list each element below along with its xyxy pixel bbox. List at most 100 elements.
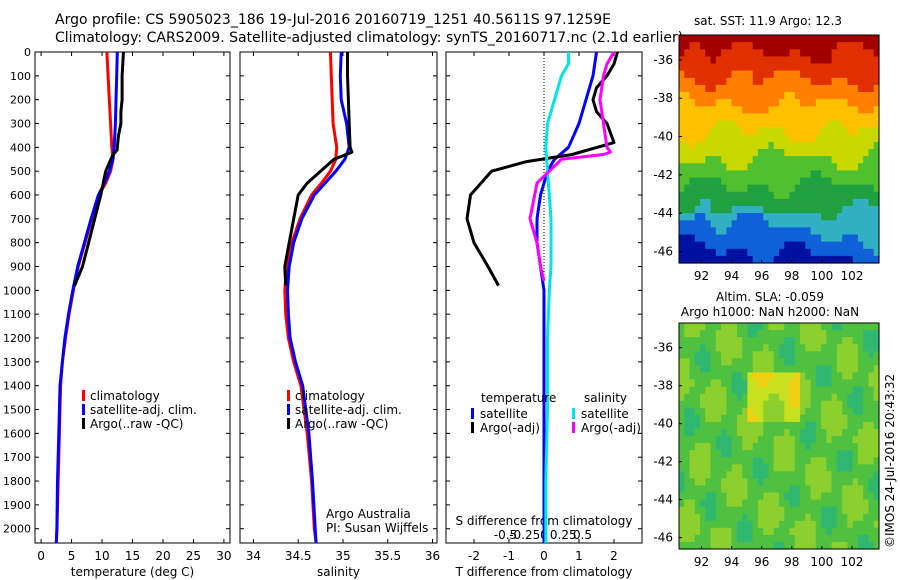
heatmap-cell	[731, 379, 738, 388]
heatmap-cell	[836, 220, 843, 228]
heatmap-cell	[710, 63, 717, 72]
heatmap-cell	[868, 99, 875, 107]
heatmap-cell	[842, 379, 849, 388]
heatmap-cell	[789, 393, 796, 402]
heatmap-cell	[873, 351, 880, 359]
heatmap-cell	[752, 513, 759, 522]
heatmap-cell	[747, 120, 754, 129]
heatmap-cell	[731, 351, 738, 359]
heatmap-cell	[868, 149, 875, 157]
heatmap-cell	[705, 478, 712, 487]
heatmap-cell	[715, 234, 722, 243]
heatmap-cell	[863, 407, 870, 416]
heatmap-cell	[794, 421, 801, 430]
heatmap-cell	[779, 351, 785, 359]
heatmap-cell	[863, 471, 870, 479]
heatmap-cell	[700, 499, 706, 508]
heatmap-cell	[684, 492, 691, 501]
heatmap-cell	[857, 443, 864, 451]
heatmap-cell	[736, 56, 743, 65]
heatmap-cell	[742, 506, 749, 515]
heatmap-cell	[715, 248, 722, 257]
heatmap-cell	[826, 471, 833, 479]
heatmap-cell	[679, 471, 685, 479]
heatmap-cell	[752, 365, 759, 374]
heatmap-cell	[731, 407, 738, 416]
heatmap-cell	[794, 400, 801, 409]
heatmap-cell	[726, 485, 733, 494]
heatmap-cell	[857, 56, 864, 65]
heatmap-cell	[847, 407, 854, 416]
heatmap-cell	[836, 351, 843, 359]
heatmap-cell	[821, 499, 827, 508]
heatmap-cell	[710, 42, 717, 50]
heatmap-cell	[726, 414, 733, 423]
heatmap-cell	[821, 400, 827, 409]
heatmap-cell	[700, 492, 706, 501]
heatmap-cell	[757, 534, 764, 543]
heatmap-cell	[715, 191, 722, 200]
heatmap-cell	[826, 400, 833, 409]
heatmap-cell	[863, 120, 870, 129]
heatmap-cell	[694, 379, 701, 388]
heatmap-cell	[863, 386, 870, 395]
heatmap-cell	[705, 527, 712, 536]
heatmap-cell	[694, 400, 701, 409]
heatmap-cell	[736, 499, 743, 508]
heatmap-cell	[736, 386, 743, 395]
heatmap-cell	[836, 513, 843, 522]
heatmap-cell	[679, 213, 685, 221]
heatmap-cell	[694, 234, 701, 243]
heatmap-cell	[863, 513, 870, 522]
heatmap-cell	[763, 499, 770, 508]
heatmap-cell	[773, 56, 780, 65]
heatmap-cell	[747, 149, 754, 157]
heatmap-cell	[784, 213, 791, 221]
heatmap-cell	[726, 113, 733, 122]
heatmap-cell	[752, 156, 759, 164]
heatmap-cell	[721, 436, 727, 444]
heatmap-cell	[852, 184, 859, 193]
heatmap-cell	[847, 464, 854, 472]
heatmap-cell	[773, 365, 780, 374]
heatmap-cell	[773, 170, 780, 179]
heatmap-cell	[836, 141, 843, 150]
heatmap-cell	[815, 191, 822, 200]
heatmap-cell	[800, 220, 806, 228]
heatmap-cell	[815, 541, 822, 550]
heatmap-cell	[826, 255, 833, 264]
heatmap-cell	[800, 337, 806, 345]
heatmap-cell	[836, 407, 843, 416]
heatmap-cell	[831, 414, 838, 423]
heatmap-cell	[705, 241, 712, 250]
temperature-legend-label: climatology	[90, 389, 160, 403]
heatmap-cell	[857, 99, 864, 107]
heatmap-cell	[826, 99, 833, 107]
heatmap-cell	[752, 499, 759, 508]
heatmap-cell	[789, 471, 796, 479]
heatmap-cell	[847, 330, 854, 338]
heatmap-cell	[726, 520, 733, 529]
heatmap-cell	[821, 520, 827, 529]
heatmap-cell	[826, 464, 833, 472]
heatmap-cell	[873, 120, 880, 129]
heatmap-cell	[752, 407, 759, 416]
heatmap-cell	[784, 471, 791, 479]
salinity-xtick-label: 34.5	[285, 549, 312, 563]
salinity-legend-label: Argo(..raw -QC)	[295, 417, 388, 431]
heatmap-cell	[752, 457, 759, 465]
heatmap-cell	[742, 99, 749, 107]
heatmap-cell	[773, 220, 780, 228]
heatmap-cell	[747, 63, 754, 72]
heatmap-cell	[779, 141, 785, 150]
heatmap-cell	[689, 436, 696, 444]
heatmap-cell	[736, 206, 743, 214]
heatmap-cell	[784, 358, 791, 366]
heatmap-cell	[752, 70, 759, 79]
heatmap-cell	[805, 170, 812, 179]
heatmap-cell	[700, 428, 706, 437]
heatmap-cell	[747, 520, 754, 529]
heatmap-cell	[847, 149, 854, 157]
heatmap-cell	[821, 92, 827, 100]
